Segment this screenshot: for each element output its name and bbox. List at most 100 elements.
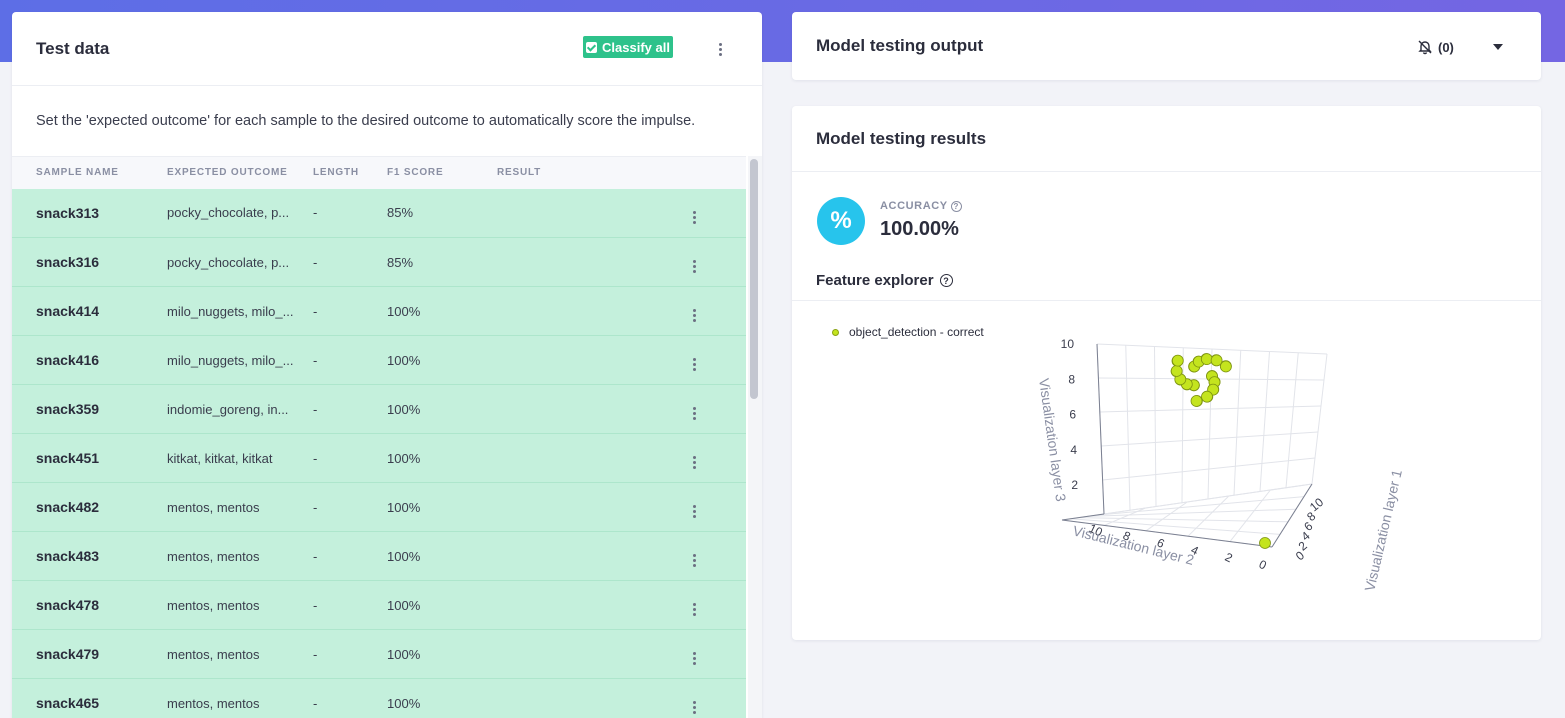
chevron-down-icon[interactable] [1493, 44, 1503, 50]
sample-length: - [313, 695, 318, 711]
sample-result [497, 581, 687, 630]
row-menu-icon[interactable] [687, 260, 701, 273]
sample-result [497, 434, 687, 483]
table-row[interactable]: snack479 mentos, mentos - 100% [12, 629, 746, 679]
table-row[interactable]: snack316 pocky_chocolate, p... - 85% [12, 237, 746, 287]
sample-name[interactable]: snack451 [36, 450, 100, 466]
sample-name[interactable]: snack478 [36, 597, 100, 613]
accuracy-label-wrap: ACCURACY ? [880, 200, 962, 212]
column-f1-score[interactable]: F1 SCORE [387, 167, 444, 179]
help-icon[interactable]: ? [950, 200, 962, 212]
table-row[interactable]: snack416 milo_nuggets, milo_... - 100% [12, 335, 746, 385]
expected-outcome: mentos, mentos [167, 695, 260, 711]
row-menu-icon[interactable] [687, 456, 701, 469]
column-expected-outcome[interactable]: EXPECTED OUTCOME [167, 167, 288, 179]
column-length[interactable]: LENGTH [313, 167, 359, 179]
test-data-description: Set the 'expected outcome' for each samp… [36, 113, 696, 129]
table-row[interactable]: snack313 pocky_chocolate, p... - 85% [12, 188, 746, 238]
test-data-card: Test data Classify all Set the 'expected… [12, 12, 762, 718]
sample-name[interactable]: snack416 [36, 352, 100, 368]
f1-score: 100% [387, 303, 421, 319]
notifications-toggle[interactable]: (0) [1417, 39, 1454, 55]
row-menu-icon[interactable] [687, 309, 701, 322]
sample-length: - [313, 303, 318, 319]
grid-line [1285, 352, 1299, 488]
results-title: Model testing results [816, 128, 987, 148]
table-row[interactable]: snack482 mentos, mentos - 100% [12, 482, 746, 532]
column-result[interactable]: RESULT [497, 167, 542, 179]
sample-name[interactable]: snack465 [36, 695, 100, 711]
plot-grid [1061, 343, 1328, 548]
divider [792, 300, 1541, 301]
sample-name[interactable]: snack313 [36, 204, 100, 221]
sample-name[interactable]: snack482 [36, 499, 100, 515]
plot-points [1170, 353, 1271, 549]
sample-name[interactable]: snack359 [36, 401, 100, 417]
model-testing-output-card: Model testing output (0) [792, 12, 1541, 80]
table-row[interactable]: snack451 kitkat, kitkat, kitkat - 100% [12, 433, 746, 483]
sample-name[interactable]: snack414 [36, 303, 100, 319]
row-menu-icon[interactable] [687, 505, 701, 518]
row-menu-icon[interactable] [687, 210, 701, 224]
table-scrollbar-thumb[interactable] [750, 159, 758, 399]
grid-line [1259, 351, 1270, 492]
classify-all-button[interactable]: Classify all [583, 36, 673, 58]
sample-length: - [313, 597, 318, 613]
table-row[interactable]: snack414 milo_nuggets, milo_... - 100% [12, 286, 746, 336]
sample-name[interactable]: snack479 [36, 646, 100, 662]
x-tick-label: 2 [1223, 550, 1235, 566]
row-menu-icon[interactable] [687, 603, 701, 616]
sample-length: - [313, 548, 318, 564]
help-icon[interactable]: ? [939, 274, 953, 287]
row-actions [687, 287, 746, 336]
table-row[interactable]: snack359 indomie_goreng, in... - 100% [12, 384, 746, 434]
row-menu-icon[interactable] [687, 407, 701, 420]
column-actions [687, 157, 746, 189]
grid-line [1233, 350, 1242, 496]
z-tick-label: 8 [1068, 372, 1075, 386]
column-sample-name[interactable]: SAMPLE NAME [36, 167, 119, 179]
sample-result [497, 679, 687, 718]
row-actions [687, 630, 746, 679]
data-point [1210, 354, 1223, 367]
test-data-table: SAMPLE NAME EXPECTED OUTCOME LENGTH F1 S… [12, 156, 746, 718]
sample-name[interactable]: snack483 [36, 548, 100, 564]
grid-line [1102, 457, 1316, 481]
sample-name[interactable]: snack316 [36, 254, 100, 270]
expected-outcome: milo_nuggets, milo_... [167, 303, 294, 319]
row-menu-icon[interactable] [687, 701, 701, 714]
test-data-menu-icon[interactable] [713, 43, 727, 56]
x-tick-label: 10 [1087, 521, 1105, 539]
data-point [1170, 365, 1183, 377]
sample-result [497, 532, 687, 581]
row-menu-icon[interactable] [687, 652, 701, 665]
f1-score: 100% [387, 352, 421, 368]
x-axis-line [1061, 513, 1105, 521]
table-body: snack313 pocky_chocolate, p... -85% snack31… [12, 188, 746, 718]
row-menu-icon[interactable] [687, 358, 701, 371]
table-row[interactable]: snack465 mentos, mentos - 100% [12, 678, 746, 718]
z-axis-line [1096, 343, 1105, 515]
row-actions [687, 238, 746, 287]
expected-outcome: mentos, mentos [167, 499, 260, 515]
row-menu-icon[interactable] [687, 554, 701, 567]
row-actions [687, 336, 746, 385]
expected-outcome: mentos, mentos [167, 548, 260, 564]
row-actions [687, 581, 746, 630]
feature-explorer-title: Feature explorer [816, 272, 934, 289]
f1-score: 100% [387, 695, 421, 711]
grid-line [1096, 343, 1328, 355]
data-point [1200, 353, 1213, 365]
sample-length: - [313, 254, 318, 270]
expected-outcome: kitkat, kitkat, kitkat [167, 450, 273, 466]
y-axis-line [1271, 483, 1313, 548]
chart-legend[interactable]: object_detection - correct [832, 325, 984, 339]
table-row[interactable]: snack483 mentos, mentos - 100% [12, 531, 746, 581]
sample-result [497, 287, 687, 336]
row-actions [687, 532, 746, 581]
test-data-header: Test data Classify all [12, 12, 762, 86]
output-header: Model testing output (0) [792, 12, 1541, 80]
table-row[interactable]: snack478 mentos, mentos - 100% [12, 580, 746, 630]
sample-result [497, 189, 687, 238]
